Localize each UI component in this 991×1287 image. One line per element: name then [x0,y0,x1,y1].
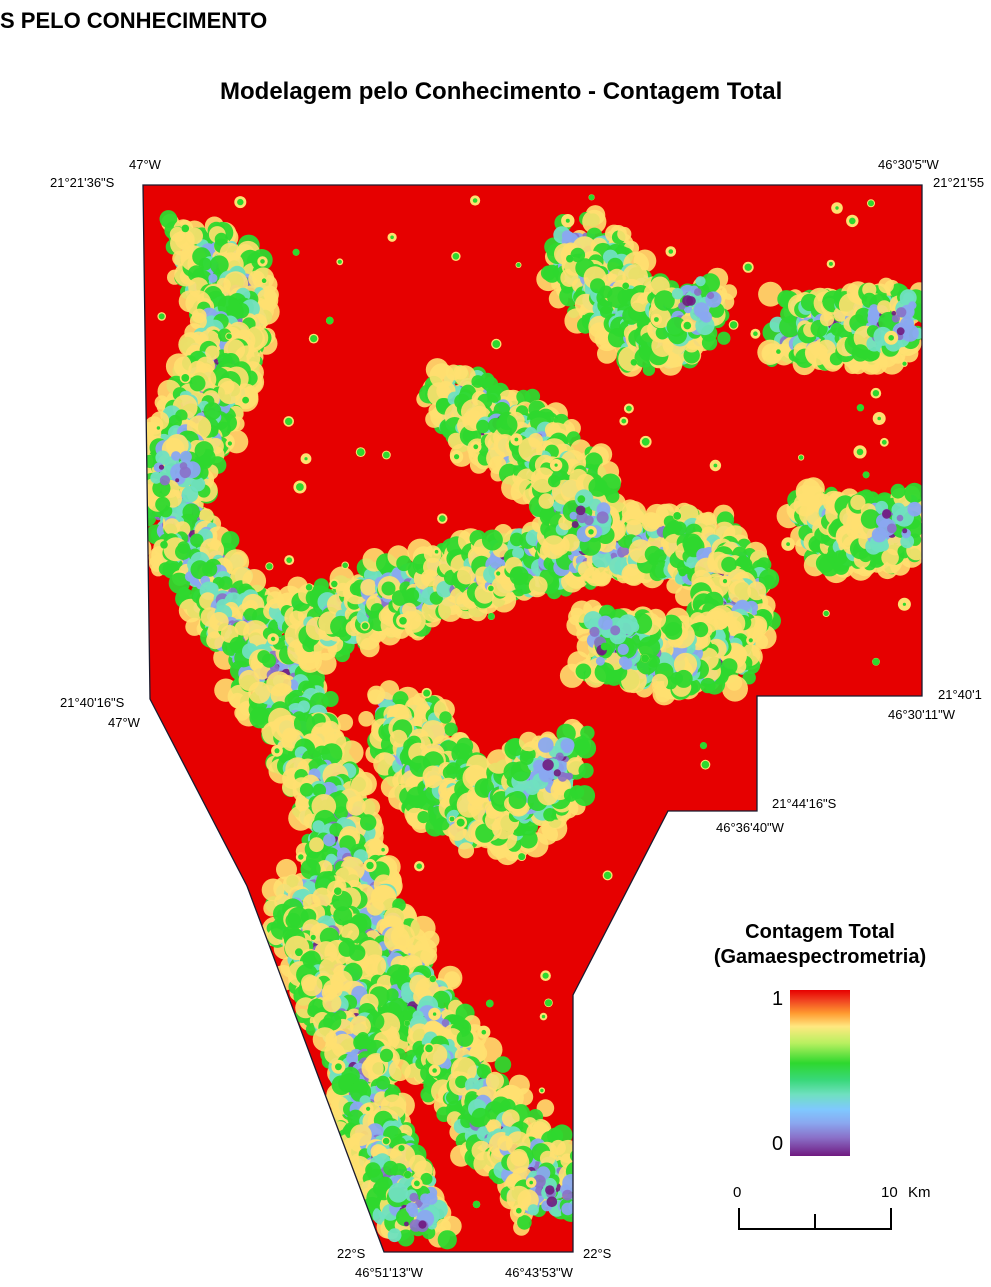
legend-title: Contagem Total (Gamaespectrometria) [690,920,950,970]
coord-mid-left-lat: 21°40'16"S [60,695,125,710]
scalebar-tick-end [890,1208,892,1230]
coord-bottom-right-lat: 22°S [583,1246,612,1261]
map-title: Modelagem pelo Conhecimento - Contagem T… [220,78,783,105]
scalebar [738,1208,892,1230]
coord-mid-right-lat: 21°40'1 [938,687,982,702]
coord-notch-lon: 46°36'40"W [716,820,784,835]
scalebar-start-label: 0 [733,1184,742,1201]
scalebar-tick-start [738,1208,740,1230]
study-area-outline [142,184,923,1253]
coord-notch-lat: 21°44'16"S [772,796,837,811]
coord-mid-right-lon: 46°30'11"W [888,707,955,722]
legend-title-line2: (Gamaespectrometria) [713,946,927,968]
coord-bottom-left-lat: 22°S [337,1246,366,1261]
scalebar-end-label: 10 [881,1184,898,1201]
scalebar-tick-mid [814,1214,816,1230]
coord-bottom-left-lon: 46°51'13"W [355,1265,423,1280]
coord-top-right-lon: 46°30'5"W [878,157,939,172]
legend-title-line1: Contagem Total [745,921,895,943]
coord-top-left-lat: 21°21'36"S [50,175,115,190]
legend-color-ramp [790,990,850,1156]
legend-max-label: 1 [772,988,784,1010]
coord-mid-left-lon: 47°W [108,715,140,730]
legend-min-label: 0 [772,1133,784,1155]
scalebar-unit-label: Km [908,1184,931,1201]
coord-top-right-lat: 21°21'55 [933,175,985,190]
coord-top-left-lon: 47°W [129,157,161,172]
coord-bottom-right-lon: 46°43'53"W [505,1265,573,1280]
cut-off-page-title: S PELO CONHECIMENTO [0,8,268,33]
